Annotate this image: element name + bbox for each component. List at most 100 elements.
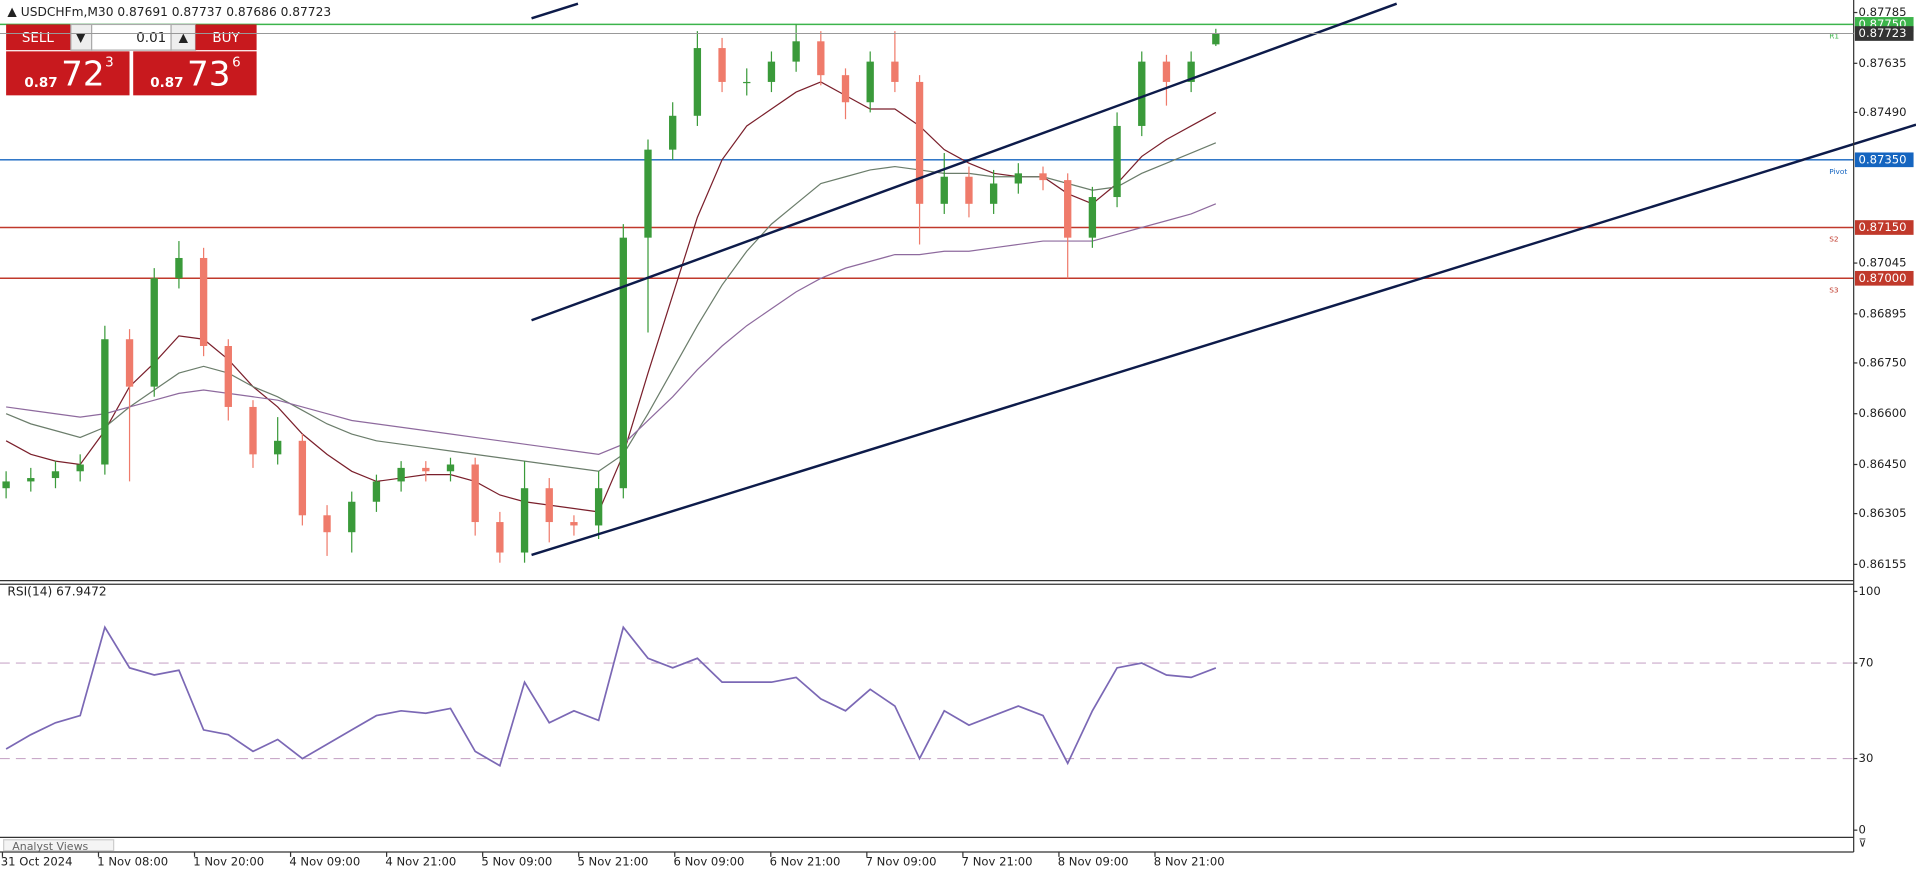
symbol-header: USDCHFm,M30 0.87691 0.87737 0.87686 0.87… — [21, 5, 331, 19]
x-tick-label: 5 Nov 21:00 — [577, 854, 648, 868]
ask-box[interactable] — [133, 51, 257, 96]
trend-line — [531, 123, 1916, 557]
candle-body — [693, 48, 702, 116]
trend-line — [531, 2, 579, 20]
y-tick-label: 0.86305 — [1859, 506, 1907, 520]
candle-body — [76, 464, 84, 472]
candle-body — [372, 481, 381, 502]
buy-label: BUY — [212, 31, 240, 46]
candle-body — [125, 339, 134, 387]
y-tick-label: 0.86450 — [1859, 457, 1907, 471]
candle-body — [348, 501, 356, 533]
ask-small: 6 — [232, 55, 241, 70]
lot-field[interactable] — [91, 23, 172, 51]
moving-average — [6, 203, 1217, 455]
candle-body — [101, 339, 109, 465]
candle-body — [965, 176, 973, 204]
lot-value: 0.01 — [136, 31, 166, 46]
candle-body — [298, 440, 307, 516]
rsi-line — [5, 625, 1217, 768]
analyst-tab-label: Analyst Views — [12, 840, 88, 853]
ask-big: 73 — [187, 54, 231, 94]
candle-body — [471, 464, 479, 523]
candle-body — [274, 440, 282, 455]
level-label: 0.87150 — [1859, 220, 1907, 234]
bid-box[interactable] — [6, 51, 130, 96]
x-tick-label: 5 Nov 09:00 — [481, 854, 552, 868]
y-tick-label: 0.87045 — [1859, 256, 1907, 270]
high-value: 0.87737 — [172, 5, 223, 19]
y-tick-label: 0.86600 — [1859, 406, 1907, 420]
candle-body — [199, 257, 208, 347]
level-name: Pivot — [1829, 167, 1847, 176]
candle-body — [323, 515, 331, 533]
level-label: 0.87000 — [1859, 271, 1907, 285]
candle-body — [570, 522, 578, 526]
plot-layer: R1 Pivot S2 S3 — [0, 23, 1854, 768]
candle-body — [940, 176, 948, 204]
candle-body — [520, 488, 529, 553]
candle-body — [249, 406, 257, 455]
y-tick-label: 0 — [1859, 823, 1866, 837]
candle-body — [1162, 61, 1171, 82]
level-label: 0.87350 — [1859, 152, 1907, 166]
level-box — [1854, 270, 1914, 286]
x-tick-label: 31 Oct 2024 — [1, 854, 73, 868]
bid-small: 3 — [105, 55, 114, 70]
y-tick-label: 0.87635 — [1859, 56, 1907, 70]
rsi-value: 67.9472 — [56, 584, 107, 598]
current-price-label: 0.87723 — [1859, 26, 1907, 40]
candle-body — [1187, 61, 1195, 82]
candle-body — [669, 115, 677, 150]
analyst-tab[interactable] — [3, 839, 115, 852]
candle-body — [841, 75, 850, 103]
trend-line — [531, 2, 1398, 322]
candle-body — [1039, 173, 1047, 181]
candle-body — [743, 81, 751, 84]
candle-body — [1212, 33, 1220, 45]
y-tick-label: 30 — [1859, 751, 1874, 765]
candle-body — [767, 61, 776, 82]
y-tick-label: 0.86155 — [1859, 557, 1907, 571]
candle-body — [915, 81, 924, 204]
lot-up[interactable] — [170, 23, 197, 51]
candle-body — [2, 481, 10, 489]
x-tick-label: 4 Nov 09:00 — [289, 854, 360, 868]
candle-body — [594, 488, 603, 526]
candle-body — [891, 61, 899, 82]
candle-body — [989, 183, 998, 204]
candle-body — [866, 61, 874, 103]
trade-panel: SELL ▼ 0.01 ▲ BUY 0.87 72 3 0.87 73 6 — [6, 23, 257, 96]
y-tick-label: 0.87490 — [1859, 105, 1907, 119]
candle-body — [1088, 197, 1097, 238]
moving-average — [5, 142, 1217, 472]
low-value: 0.87686 — [226, 5, 277, 19]
bid-prefix: 0.87 — [24, 76, 57, 91]
candle-body — [175, 257, 183, 279]
x-tick-label: 7 Nov 09:00 — [866, 854, 937, 868]
candle-body — [619, 237, 627, 489]
y-tick-label: 100 — [1859, 584, 1881, 598]
candle-body — [1014, 173, 1022, 184]
y-tick-label: 0.86750 — [1859, 355, 1907, 369]
scroll-icon[interactable]: ⊽ — [1859, 836, 1867, 849]
y-tick-label: 0.86895 — [1859, 306, 1907, 320]
x-tick-label: 1 Nov 20:00 — [193, 854, 264, 868]
current-price-box — [1854, 26, 1914, 41]
x-tick-label: 4 Nov 21:00 — [385, 854, 456, 868]
level-name: S3 — [1829, 286, 1839, 295]
candle-body — [496, 522, 504, 553]
candle-body — [150, 278, 158, 387]
candle-body — [1064, 180, 1072, 238]
level-name: S2 — [1829, 235, 1838, 244]
candle-body — [718, 48, 726, 82]
rsi-title: RSI(14) — [7, 584, 52, 598]
candle-body — [51, 471, 60, 479]
sell-button[interactable] — [6, 24, 71, 51]
x-tick-label: 8 Nov 21:00 — [1154, 854, 1225, 868]
collapse-icon[interactable]: ▲ — [7, 5, 17, 19]
level-name: R1 — [1829, 32, 1839, 41]
buy-button[interactable] — [195, 24, 257, 51]
